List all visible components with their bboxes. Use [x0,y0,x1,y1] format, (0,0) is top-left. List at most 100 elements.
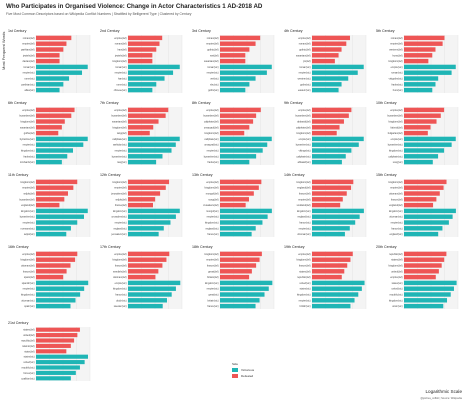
category-label: goths(vic) [208,89,219,92]
bar-victorious [36,159,62,165]
bar-victorious [220,76,256,81]
category-label: great(vic) [209,294,219,297]
category-label: swedish(def) [113,270,127,273]
category-label: roman(def) [391,37,403,40]
category-label: byzantine(vic) [20,138,35,141]
category-label: england(vic) [389,233,402,236]
category-label: islamic(def) [22,345,34,348]
category-label: union(vic) [392,305,403,308]
category-label: sweden(vic) [114,305,127,308]
category-label: allies(vic) [25,89,35,92]
category-label: england(def) [21,204,35,207]
panel-title: 11th Century [8,173,29,177]
category-label: sasanian(def) [112,121,127,124]
category-label: republic(vic) [390,294,403,297]
category-label: byzantine(vic) [112,155,127,158]
bar-defeated [404,130,428,136]
bar-defeated [128,269,159,274]
bar-victorious [220,286,269,291]
bar-victorious [36,64,88,70]
bar-defeated [312,251,353,257]
category-label: dutch(vic) [116,299,127,302]
category-label: state(def) [24,350,34,353]
category-label: empire(def) [206,259,218,262]
category-label: caliphate(vic) [204,138,218,141]
bar-victorious [128,154,163,159]
category-label: byzantine(def) [295,115,310,118]
bar-defeated [36,327,80,332]
bar-victorious [36,220,78,225]
bar-defeated [220,47,250,52]
category-label: coalition(vic) [21,377,34,380]
bar-victorious [220,208,272,214]
category-label: kingdom(vic) [297,210,311,213]
bar-victorious [220,87,246,93]
category-label: united(vic) [299,282,310,285]
bar-victorious [312,214,360,219]
panel-title: 8th Century [192,101,211,105]
bar-victorious [128,159,157,165]
category-label: british(vic) [300,305,311,308]
category-label: kingdom(vic) [113,288,127,291]
category-label: empire(def) [22,109,34,112]
category-label: empire(vic) [207,72,219,75]
bar-defeated [312,47,342,52]
category-label: republic(def) [21,340,34,343]
bar-victorious [312,136,364,142]
bar-victorious [220,154,257,159]
bar-defeated [36,125,62,130]
bar-defeated [128,257,167,262]
bar-defeated [404,47,436,52]
bar-victorious [404,286,454,291]
category-label: states(vic) [24,356,35,359]
legend-item-victorious: Victorious [232,368,254,372]
category-label: england(def) [297,187,311,190]
category-label: seljuk(def) [115,198,126,201]
bar-defeated [36,53,60,58]
category-label: scotland(def) [297,204,311,207]
bar-defeated [220,197,249,202]
bar-defeated [128,185,166,190]
category-label: mongol(def) [206,193,219,196]
category-label: goths(vic) [300,83,311,86]
bar-victorious [220,159,250,165]
bar-defeated [312,113,349,118]
bar-victorious [312,208,364,214]
panel-title: 2nd Century [100,29,120,33]
category-label: kingdom(def) [21,181,35,184]
bar-defeated [36,333,78,338]
category-label: empire(def) [390,276,402,279]
bar-defeated [312,130,337,136]
category-label: empire(def) [114,187,126,190]
category-label: empire(vic) [391,66,403,69]
category-label: mongol(vic) [206,210,219,213]
bar-defeated [36,35,72,41]
bar-defeated [404,251,447,257]
legend-swatch-defeated [232,374,238,378]
panel-title: 13th Century [192,173,213,177]
category-label: empire(vic) [299,72,311,75]
bar-defeated [128,113,166,118]
category-label: england(vic) [113,227,126,230]
category-label: empire(def) [114,37,126,40]
bar-defeated [128,107,169,113]
category-label: roman(vic) [115,66,126,69]
bar-victorious [404,76,439,81]
chart-title: Who Participates in Organised Violence: … [6,3,263,10]
category-label: empire(vic) [391,222,403,225]
category-label: england(vic) [297,216,310,219]
category-label: chinese(vic) [114,89,127,92]
bar-defeated [128,130,150,136]
bar-victorious [36,208,88,214]
category-label: states(def) [23,329,34,332]
category-label: seljuk(def) [23,193,34,196]
panel-title: 19th Century [284,245,305,249]
bar-defeated [36,41,67,46]
category-label: caliphate(def) [204,121,219,124]
category-label: wei(def) [210,54,219,57]
category-label: franks(vic) [207,161,218,164]
category-label: united(vic) [23,361,34,364]
category-label: forces(vic) [23,372,34,375]
category-label: kingdom(def) [205,187,219,190]
bar-defeated [128,191,161,196]
